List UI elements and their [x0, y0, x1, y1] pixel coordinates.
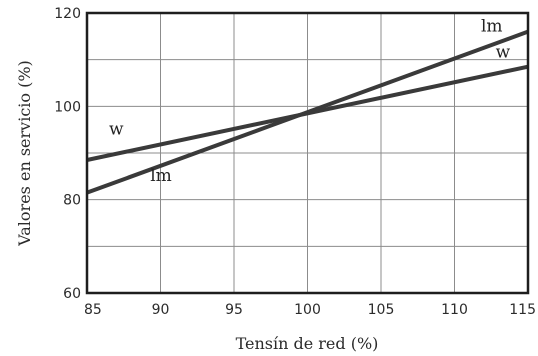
series-annotations: w lm lm w — [109, 17, 511, 186]
x-tick-label-95: 95 — [225, 302, 243, 318]
y-axis-ticks: 60 80 100 120 — [54, 6, 81, 302]
series-lines — [86, 29, 529, 195]
x-tick-label-105: 105 — [368, 302, 395, 318]
y-tick-label-100: 100 — [54, 99, 81, 115]
x-tick-label-100: 100 — [294, 302, 321, 318]
series-label-lm-1: lm — [150, 166, 172, 186]
x-tick-label-110: 110 — [441, 302, 468, 318]
series-label-lm-2: lm — [481, 17, 503, 37]
y-tick-label-60: 60 — [63, 286, 81, 302]
x-axis-ticks: 85 90 95 100 105 110 115 — [84, 302, 536, 318]
x-tick-label-115: 115 — [509, 302, 536, 318]
y-axis-title: Valores en servicio (%) — [15, 60, 34, 247]
y-tick-label-120: 120 — [54, 6, 81, 22]
x-tick-label-85: 85 — [84, 302, 102, 318]
x-axis-title: Tensín de red (%) — [236, 334, 379, 353]
series-line-w — [86, 64, 529, 162]
y-tick-label-80: 80 — [63, 193, 81, 209]
x-tick-label-90: 90 — [152, 302, 170, 318]
series-label-w-3: w — [496, 42, 511, 62]
series-label-w-0: w — [109, 119, 124, 139]
plot-frame — [85, 11, 530, 295]
